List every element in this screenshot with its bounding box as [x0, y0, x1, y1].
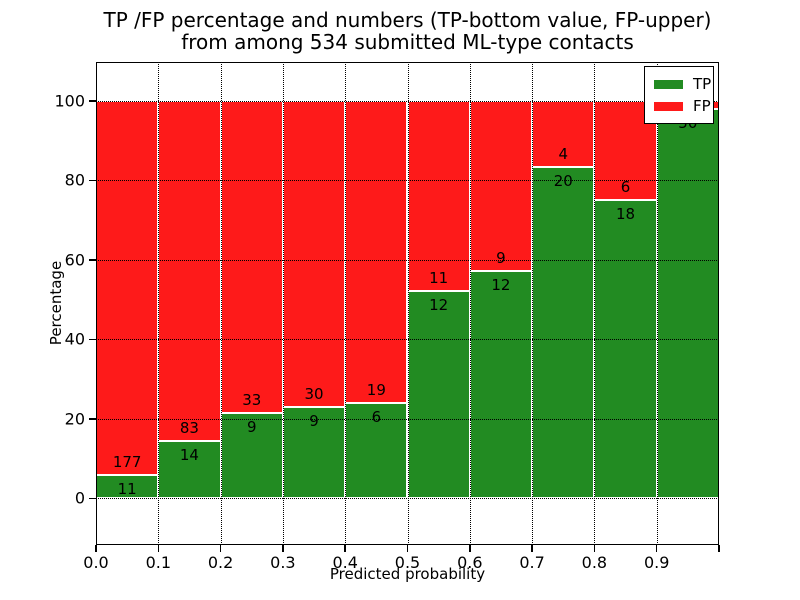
legend-swatch-fp	[654, 101, 683, 111]
y-tick-mark	[89, 497, 96, 500]
x-tick-mark	[718, 545, 720, 552]
y-tick-mark	[89, 338, 96, 341]
y-tick-mark	[89, 259, 96, 261]
x-tick-label: 0.6	[457, 553, 483, 572]
y-axis-label: Percentage	[47, 260, 65, 346]
legend-swatch-tp	[654, 79, 683, 89]
x-tick-mark	[344, 545, 346, 552]
legend-label-fp: FP	[693, 96, 711, 115]
axes-frame	[96, 62, 719, 545]
x-tick-mark	[95, 545, 97, 552]
x-tick-mark	[531, 545, 533, 552]
x-tick-label: 0.0	[83, 553, 109, 572]
x-tick-label: 0.2	[207, 553, 234, 572]
x-tick-mark	[593, 545, 596, 552]
x-tick-mark	[406, 545, 409, 552]
legend-label-tp: TP	[693, 74, 712, 93]
y-tick-label: 80	[64, 170, 85, 190]
legend-row: TP	[654, 73, 711, 95]
x-tick-label: 0.8	[581, 553, 608, 572]
x-tick-label: 0.3	[270, 553, 296, 572]
y-tick-mark	[89, 100, 96, 102]
chart-title-line1: TP /FP percentage and numbers (TP-bottom…	[103, 8, 712, 32]
x-tick-mark	[469, 545, 471, 552]
y-tick-label: 0	[74, 488, 85, 508]
x-tick-label: 0.7	[519, 553, 545, 572]
y-tick-label: 100	[54, 91, 85, 111]
x-tick-mark	[655, 545, 658, 552]
chart-title-line2: from among 534 submitted ML-type contact…	[181, 30, 634, 54]
y-tick-mark	[89, 179, 96, 182]
legend: TP FP	[644, 66, 714, 124]
x-tick-label: 0.9	[643, 553, 670, 572]
x-axis-label: Predicted probability	[329, 565, 486, 583]
x-tick-mark	[219, 545, 222, 552]
y-tick-label: 20	[64, 409, 85, 429]
x-tick-label: 0.5	[394, 553, 421, 572]
y-tick-mark	[89, 418, 96, 420]
x-tick-label: 0.1	[145, 553, 172, 572]
x-tick-label: 0.4	[332, 553, 358, 572]
y-tick-label: 40	[64, 329, 85, 349]
x-tick-mark	[157, 545, 160, 552]
x-tick-mark	[282, 545, 284, 552]
y-tick-label: 60	[64, 250, 85, 270]
legend-row: FP	[654, 95, 711, 117]
chart-title: TP /FP percentage and numbers (TP-bottom…	[96, 9, 719, 53]
